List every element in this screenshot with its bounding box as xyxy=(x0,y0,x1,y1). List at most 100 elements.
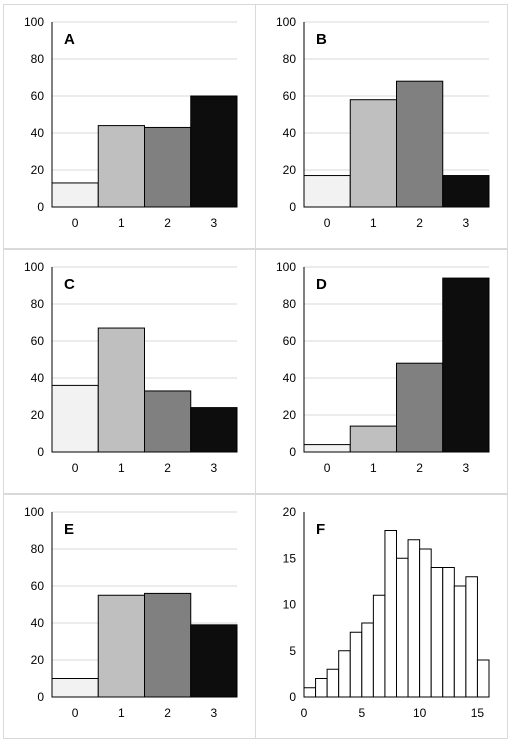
histogram-bar xyxy=(372,594,386,698)
x-tick-label: 0 xyxy=(72,706,79,720)
bar xyxy=(190,624,238,698)
histogram-bar xyxy=(396,557,409,698)
bar xyxy=(442,175,490,208)
x-tick-label: 2 xyxy=(416,461,423,475)
x-tick-label: 2 xyxy=(164,216,171,230)
y-tick-label: 100 xyxy=(24,15,44,29)
y-tick-label: 40 xyxy=(283,126,297,140)
chart-panel-f: 0 5 10 15 20 0 5 10 15 F xyxy=(255,494,508,739)
x-tick-label: 1 xyxy=(118,461,125,475)
y-tick-label: 80 xyxy=(31,52,45,66)
x-tick-label: 10 xyxy=(413,706,427,720)
chart-panel-e: 0 20 40 60 80 100 0 1 2 3 E xyxy=(3,494,256,739)
y-tick-label: 0 xyxy=(289,200,296,214)
y-tick-label: 40 xyxy=(31,616,45,630)
bar xyxy=(144,390,192,453)
histogram-bar xyxy=(407,539,421,698)
bar xyxy=(396,80,444,208)
panel-letter: D xyxy=(316,276,327,293)
chart-panel-d: 0 20 40 60 80 100 0 1 2 3 D xyxy=(255,249,508,494)
histogram-bar xyxy=(384,530,397,698)
y-tick-label: 0 xyxy=(37,200,44,214)
chart-svg-a: 0 20 40 60 80 100 0 1 2 3 A xyxy=(24,15,238,230)
histogram-bar xyxy=(419,548,432,698)
y-tick-label: 60 xyxy=(31,334,45,348)
x-tick-label: 2 xyxy=(416,216,423,230)
bar xyxy=(303,175,351,208)
y-tick-label: 20 xyxy=(31,653,45,667)
y-tick-label: 0 xyxy=(37,445,44,459)
y-tick-label: 20 xyxy=(283,505,297,519)
x-tick-label: 3 xyxy=(211,461,218,475)
y-tick-label: 20 xyxy=(283,163,297,177)
bar xyxy=(190,407,238,453)
bar xyxy=(51,182,99,208)
histogram-bar xyxy=(315,678,328,698)
panel-letter: F xyxy=(316,521,325,538)
histogram-bar xyxy=(361,622,374,698)
y-tick-label: 80 xyxy=(31,542,45,556)
chart-panel-b: 0 20 40 60 80 100 0 1 2 3 B xyxy=(255,4,508,249)
panel-letter: C xyxy=(64,276,75,293)
x-tick-label: 15 xyxy=(471,706,485,720)
histogram-bar xyxy=(453,585,467,698)
bar xyxy=(349,425,397,453)
y-tick-label: 10 xyxy=(283,598,297,612)
histogram-bar xyxy=(303,687,317,698)
y-tick-label: 80 xyxy=(31,297,45,311)
y-tick-label: 60 xyxy=(31,579,45,593)
bar xyxy=(349,99,397,208)
chart-svg-b: 0 20 40 60 80 100 0 1 2 3 B xyxy=(276,15,490,230)
chart-svg-d: 0 20 40 60 80 100 0 1 2 3 D xyxy=(276,260,490,475)
y-tick-label: 100 xyxy=(276,260,296,274)
chart-panel-a: 0 20 40 60 80 100 0 1 2 3 A xyxy=(3,4,256,249)
x-tick-label: 0 xyxy=(324,461,331,475)
y-tick-label: 40 xyxy=(31,126,45,140)
bar xyxy=(396,362,444,453)
x-tick-label: 3 xyxy=(211,706,218,720)
panel-letter: A xyxy=(64,31,75,48)
x-tick-label: 3 xyxy=(211,216,218,230)
y-tick-label: 100 xyxy=(276,15,296,29)
histogram-bar xyxy=(442,567,455,698)
y-tick-label: 100 xyxy=(24,260,44,274)
chart-svg-f: 0 5 10 15 20 0 5 10 15 F xyxy=(283,505,490,720)
histogram-bar xyxy=(430,567,444,698)
x-tick-label: 1 xyxy=(118,706,125,720)
histogram-bar xyxy=(326,668,340,698)
y-tick-label: 20 xyxy=(31,408,45,422)
y-tick-label: 0 xyxy=(37,690,44,704)
bar xyxy=(442,277,490,453)
bar xyxy=(97,327,145,453)
y-tick-label: 80 xyxy=(283,297,297,311)
y-tick-label: 80 xyxy=(283,52,297,66)
panel-letter: E xyxy=(64,521,74,538)
bar xyxy=(51,678,99,698)
y-tick-label: 15 xyxy=(283,551,297,565)
bar xyxy=(190,95,238,208)
histogram-bar xyxy=(465,576,478,698)
bar xyxy=(144,126,192,208)
histogram-bar xyxy=(476,659,490,698)
bar xyxy=(97,125,145,208)
y-tick-label: 100 xyxy=(24,505,44,519)
y-tick-label: 20 xyxy=(283,408,297,422)
x-tick-label: 3 xyxy=(463,216,470,230)
bar xyxy=(51,384,99,453)
x-tick-label: 3 xyxy=(463,461,470,475)
x-tick-label: 1 xyxy=(118,216,125,230)
x-tick-label: 1 xyxy=(370,461,377,475)
y-tick-label: 5 xyxy=(289,644,296,658)
y-tick-label: 60 xyxy=(31,89,45,103)
x-tick-label: 0 xyxy=(72,461,79,475)
x-tick-label: 0 xyxy=(72,216,79,230)
x-tick-label: 1 xyxy=(370,216,377,230)
histogram-bar xyxy=(349,631,363,698)
y-tick-label: 60 xyxy=(283,334,297,348)
y-tick-label: 40 xyxy=(283,371,297,385)
y-tick-label: 0 xyxy=(289,445,296,459)
chart-svg-e: 0 20 40 60 80 100 0 1 2 3 E xyxy=(24,505,238,720)
x-tick-label: 5 xyxy=(358,706,365,720)
panel-letter: B xyxy=(316,31,327,48)
chart-panel-c: 0 20 40 60 80 100 0 1 2 3 C xyxy=(3,249,256,494)
